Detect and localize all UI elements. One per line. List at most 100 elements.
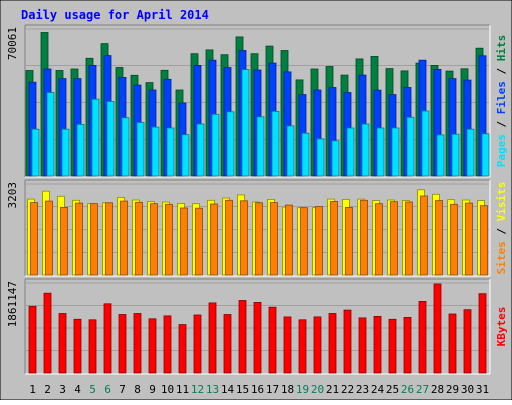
bar-pages-day-27	[421, 110, 430, 177]
bar-sites-day-10	[165, 203, 173, 276]
bar-kbytes-day-30	[463, 309, 472, 374]
x-tick-label-day-26: 26	[401, 383, 414, 396]
x-tick-label-day-10: 10	[161, 383, 174, 396]
bar-pages-day-19	[301, 132, 310, 177]
x-tick-label-day-18: 18	[281, 383, 294, 396]
x-tick-label-day-28: 28	[431, 383, 444, 396]
bar-kbytes-day-13	[208, 302, 217, 374]
bar-sites-day-14	[225, 199, 233, 276]
x-axis-labels: 1 2 3 4 5 6 7 8 9 10 11 12 13 14 15 16 17 18 19 20 21 22 23 24 2…	[29, 383, 489, 396]
bar-kbytes-day-7	[118, 314, 127, 374]
bar-pages-day-20	[316, 138, 325, 177]
bar-sites-day-4	[75, 202, 83, 276]
bar-sites-day-2	[45, 200, 53, 276]
panel-hits-files-pages: 70061 Pages / Files / Hits	[6, 24, 508, 178]
bar-sites-day-13	[210, 203, 218, 276]
side-label-separator: /	[495, 61, 508, 81]
bar-sites-day-28	[435, 200, 443, 276]
bar-pages-day-8	[136, 122, 145, 177]
x-tick-label-day-5: 5	[89, 383, 96, 396]
bar-pages-day-17	[271, 111, 280, 177]
bar-kbytes-day-29	[448, 313, 457, 374]
panel-side-label: Pages / Files / Hits	[495, 35, 508, 168]
bar-kbytes-day-25	[388, 318, 397, 374]
bar-pages-day-3	[61, 128, 70, 177]
x-tick-label-day-7: 7	[119, 383, 126, 396]
x-tick-label-day-2: 2	[44, 383, 51, 396]
bar-pages-day-9	[151, 126, 160, 177]
bar-sites-day-11	[180, 207, 188, 276]
bar-kbytes-day-19	[298, 319, 307, 374]
bar-sites-day-8	[135, 201, 143, 276]
bar-sites-day-21	[330, 200, 338, 276]
side-label-separator: /	[495, 221, 508, 241]
x-tick-label-day-31: 31	[476, 383, 489, 396]
x-tick-label-day-29: 29	[446, 383, 459, 396]
panel-visits-sites: 3203 Sites / Visits	[6, 179, 508, 277]
bar-pages-day-1	[31, 128, 40, 177]
bar-sites-day-18	[285, 204, 293, 276]
bar-sites-day-7	[120, 200, 128, 276]
x-tick-label-day-17: 17	[266, 383, 279, 396]
series-pages	[31, 69, 490, 177]
side-label-hits: Hits	[495, 35, 508, 62]
bar-sites-day-23	[360, 199, 368, 276]
series-kbytes	[28, 283, 487, 374]
side-label-separator: /	[495, 114, 508, 134]
bar-pages-day-28	[436, 134, 445, 177]
bar-sites-day-30	[465, 202, 473, 276]
y-axis-max-label: 70061	[6, 27, 19, 60]
bar-pages-day-11	[181, 134, 190, 177]
bar-kbytes-day-3	[58, 313, 67, 374]
bar-kbytes-day-17	[268, 306, 277, 374]
x-tick-label-day-23: 23	[356, 383, 369, 396]
bar-kbytes-day-24	[373, 315, 382, 374]
bar-sites-day-24	[375, 203, 383, 276]
bar-pages-day-7	[121, 117, 130, 177]
bar-pages-day-23	[361, 123, 370, 177]
bar-pages-day-24	[376, 127, 385, 177]
bar-kbytes-day-2	[43, 292, 52, 374]
chart-title: Daily usage for April 2014	[21, 8, 209, 22]
x-tick-label-day-14: 14	[221, 383, 235, 396]
bar-sites-day-29	[450, 203, 458, 276]
bar-kbytes-day-10	[163, 315, 172, 374]
bar-sites-day-25	[390, 201, 398, 276]
bar-pages-day-21	[331, 140, 340, 177]
bar-sites-day-20	[315, 206, 323, 276]
side-label-sites: Sites	[495, 241, 508, 274]
bar-kbytes-day-15	[238, 300, 247, 374]
bar-sites-day-27	[420, 195, 428, 276]
bar-sites-day-22	[345, 206, 353, 276]
bar-kbytes-day-22	[343, 309, 352, 374]
x-tick-label-day-11: 11	[176, 383, 189, 396]
bar-pages-day-2	[46, 92, 55, 177]
bar-sites-day-1	[30, 202, 38, 276]
x-tick-label-day-12: 12	[191, 383, 204, 396]
bar-pages-day-14	[226, 111, 235, 177]
bar-kbytes-day-11	[178, 324, 187, 374]
bar-kbytes-day-26	[403, 316, 412, 374]
x-tick-label-day-20: 20	[311, 383, 324, 396]
bar-sites-day-5	[90, 203, 98, 276]
y-axis-max-label: 1861147	[6, 281, 19, 327]
bar-kbytes-day-18	[283, 316, 292, 374]
bar-pages-day-30	[466, 128, 475, 177]
bar-kbytes-day-5	[88, 319, 97, 374]
bar-pages-day-10	[166, 127, 175, 177]
x-tick-label-day-24: 24	[371, 383, 385, 396]
bar-kbytes-day-21	[328, 313, 337, 374]
bar-pages-day-29	[451, 133, 460, 177]
x-tick-label-day-8: 8	[134, 383, 141, 396]
bar-kbytes-day-14	[223, 314, 232, 374]
series-sites	[30, 195, 488, 276]
bar-sites-day-3	[60, 206, 68, 276]
bar-pages-day-6	[106, 101, 115, 177]
bar-pages-day-15	[241, 69, 250, 177]
bar-sites-day-15	[240, 200, 248, 276]
bar-kbytes-day-16	[253, 301, 262, 374]
bar-kbytes-day-8	[133, 313, 142, 374]
x-tick-label-day-25: 25	[386, 383, 399, 396]
side-label-pages: Pages	[495, 134, 508, 167]
